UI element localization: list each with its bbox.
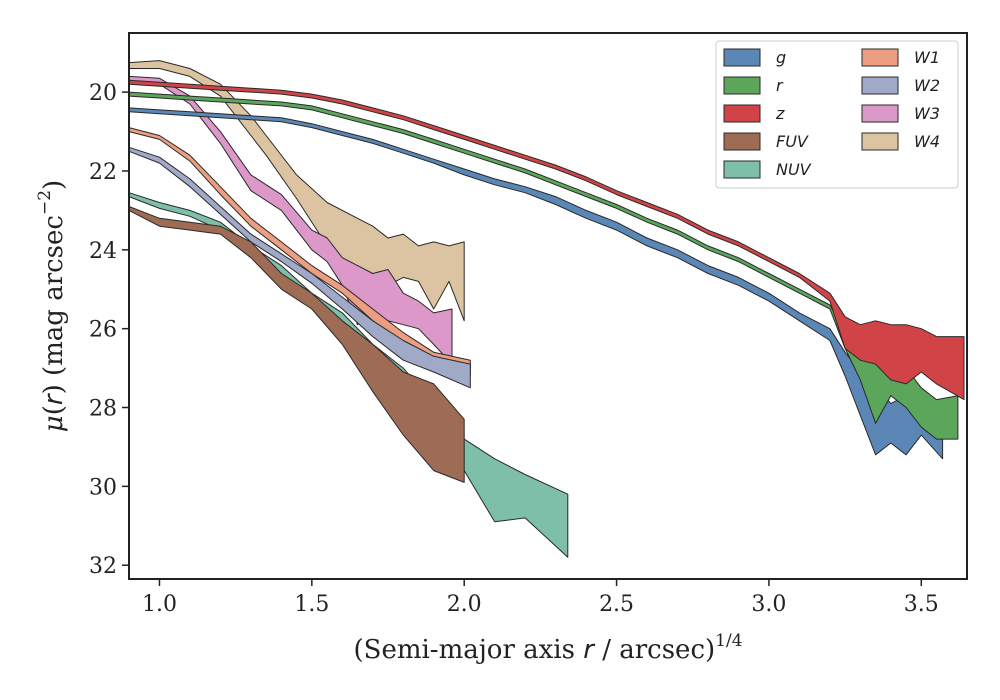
legend-label-w2: W2 [914,76,940,95]
x-tick-label: 2.5 [599,592,634,617]
legend-swatch-fuv [723,132,761,151]
band-w4 [128,60,465,322]
plot-frame [128,32,968,580]
y-axis-label: μ(r) (mag arcsec−2) [35,180,69,432]
y-tick-label: 20 [89,81,117,106]
y-tick-label: 26 [89,318,117,343]
legend-label-w4: W4 [914,132,940,151]
band-r [128,91,959,440]
legend-label-fuv: FUV [776,132,809,151]
x-tick-label: 3.0 [751,592,786,617]
band-fuv [128,206,465,483]
band-w2 [128,146,471,389]
y-axis: 20 22 24 26 28 30 32 [89,81,129,579]
legend-label-nuv: NUV [776,160,812,179]
x-axis-label: (Semi-major axis r / arcsec)1/4 [353,631,742,665]
x-axis: 1.0 1.5 2.0 2.5 3.0 3.5 [142,579,939,617]
legend-swatch-r [723,76,761,95]
x-tick-label: 1.5 [294,592,329,617]
legend-label-g: g [776,48,786,67]
x-tick-label: 1.0 [142,592,177,617]
x-tick-label: 3.5 [904,592,939,617]
y-tick-label: 32 [89,554,117,579]
bands-layer [128,60,965,558]
legend-swatch-nuv [723,160,761,179]
y-tick-label: 22 [89,160,117,185]
legend-label-r: r [776,76,784,95]
y-tick-label: 24 [89,239,117,264]
legend-swatch-w3 [861,104,899,123]
legend-swatch-w2 [861,76,899,95]
legend-label-z: z [775,104,785,123]
x-tick-label: 2.0 [447,592,482,617]
legend-swatch-w1 [861,48,899,67]
legend-label-w1: W1 [914,48,940,67]
y-tick-label: 30 [89,475,117,500]
band-z [128,79,965,401]
band-g [128,107,944,460]
y-tick-label: 28 [89,397,117,422]
legend: grz FUV NUV W1 W2 W3 W4 [715,40,959,189]
legend-swatch-z [723,104,761,123]
legend-swatch-g [723,48,761,67]
legend-swatch-w4 [861,132,899,151]
legend-label-w3: W3 [914,104,940,123]
